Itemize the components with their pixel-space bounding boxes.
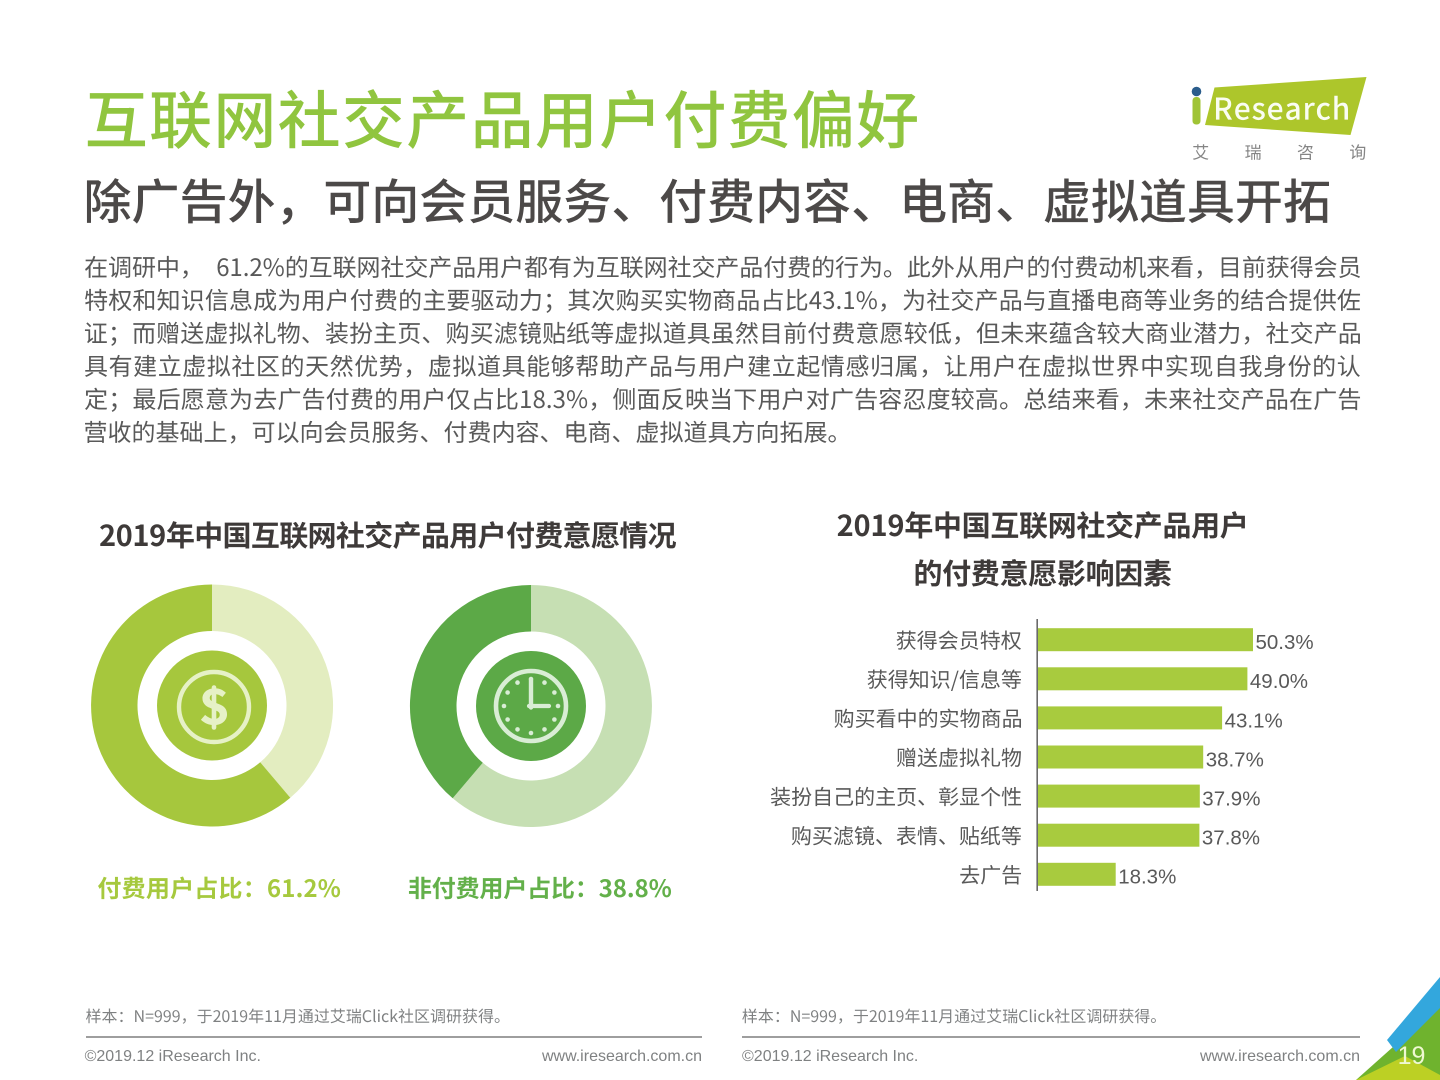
svg-text:49.0%: 49.0% [1250, 670, 1308, 693]
svg-text:www.iresearch.com.cn: www.iresearch.com.cn [541, 1048, 702, 1065]
svg-text:©2019.12 iResearch Inc.: ©2019.12 iResearch Inc. [742, 1048, 918, 1065]
svg-text:19: 19 [1398, 1042, 1426, 1070]
svg-text:43.1%: 43.1% [1225, 709, 1283, 732]
svg-text:37.8%: 37.8% [1202, 827, 1260, 850]
svg-text:37.9%: 37.9% [1202, 788, 1260, 811]
svg-text:©2019.12 iResearch Inc.: ©2019.12 iResearch Inc. [85, 1048, 261, 1065]
svg-text:50.3%: 50.3% [1256, 631, 1314, 654]
svg-text:www.iresearch.com.cn: www.iresearch.com.cn [1199, 1048, 1360, 1065]
svg-text:18.3%: 18.3% [1118, 866, 1176, 889]
svg-text:38.7%: 38.7% [1206, 748, 1264, 771]
